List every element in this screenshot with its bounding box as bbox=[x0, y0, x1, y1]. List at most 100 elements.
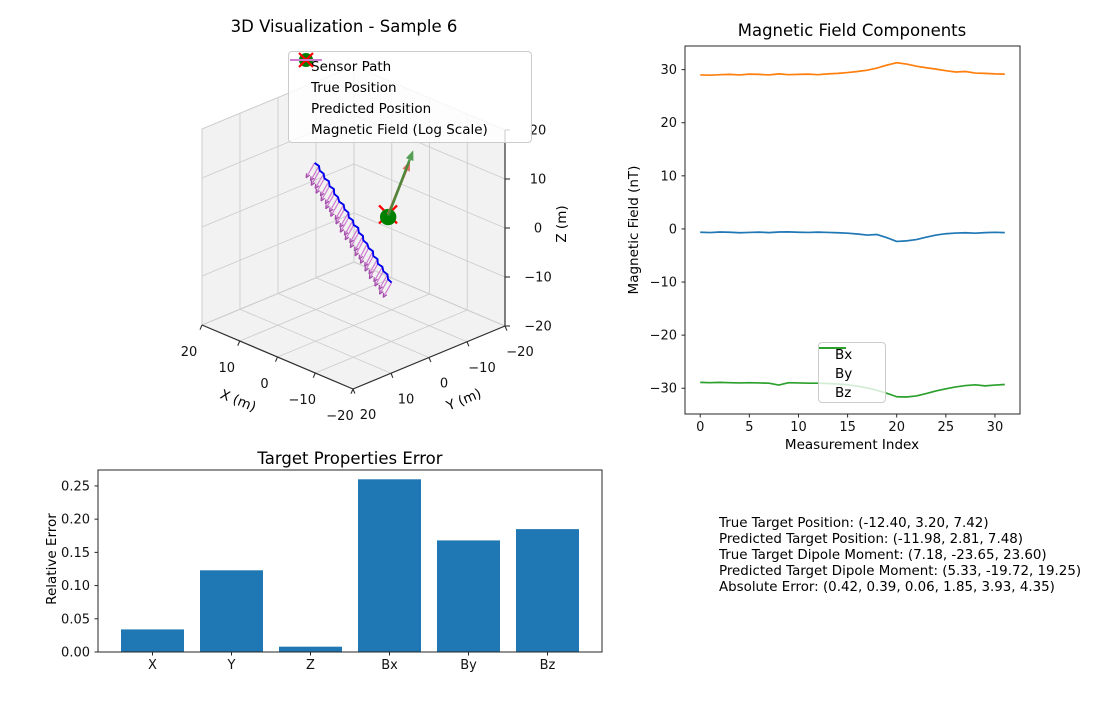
x-tick-label: 0 bbox=[260, 377, 268, 392]
y-tick-label: −10 bbox=[468, 361, 495, 376]
field-vector bbox=[310, 170, 321, 186]
by-series-line bbox=[700, 61, 1005, 77]
legend-label: Magnetic Field (Log Scale) bbox=[311, 121, 488, 138]
field-vector bbox=[344, 224, 355, 241]
field-vector bbox=[378, 274, 389, 290]
field-vector bbox=[315, 178, 325, 194]
y-tick-label: 20 bbox=[660, 116, 677, 131]
grid-line bbox=[201, 163, 355, 228]
legend-label: By bbox=[835, 365, 853, 382]
true-target-position-line: True Target Position: (-12.40, 3.20, 7.4… bbox=[719, 516, 989, 531]
grid-line bbox=[353, 163, 506, 229]
y-tick-label: 20 bbox=[360, 408, 377, 423]
field-vector bbox=[379, 278, 389, 295]
x-tick-label: 5 bbox=[745, 420, 753, 435]
x-tick-label: 15 bbox=[839, 420, 856, 435]
true-dipole-arrow bbox=[386, 150, 414, 217]
grid-line bbox=[277, 293, 430, 358]
z-tick-label: 0 bbox=[534, 222, 542, 237]
results-text-panel: True Target Position: (-12.40, 3.20, 7.4… bbox=[719, 516, 1081, 596]
y-tick bbox=[466, 341, 470, 347]
field-vector bbox=[359, 247, 370, 264]
field-components-title: Magnetic Field Components bbox=[737, 21, 967, 40]
y-tick-label: 0 bbox=[440, 377, 448, 392]
x-category-label: Z bbox=[306, 658, 315, 673]
x-category-label: Bz bbox=[540, 658, 556, 673]
3d-plot-title: 3D Visualization - Sample 6 bbox=[230, 17, 458, 36]
x-tick bbox=[199, 324, 203, 330]
x-tick-label: 10 bbox=[790, 420, 807, 435]
true-position-marker bbox=[379, 208, 397, 226]
y-tick-label: 0.05 bbox=[61, 612, 90, 627]
field-vector bbox=[324, 188, 335, 205]
y-tick-label: 10 bbox=[398, 392, 415, 407]
bar-bx bbox=[358, 479, 421, 652]
y-tick-label: 0.15 bbox=[61, 546, 90, 561]
x-tick-label: −10 bbox=[289, 393, 316, 408]
predicted-dipole-moment-line: Predicted Target Dipole Moment: (5.33, -… bbox=[719, 564, 1082, 580]
field-vector bbox=[354, 235, 364, 252]
y-tick-label: 0.10 bbox=[61, 579, 90, 594]
legend-line-swatch bbox=[819, 347, 846, 349]
field-vector bbox=[309, 165, 320, 182]
legend-label: True Position bbox=[311, 79, 397, 96]
3d-plot-legend: Sensor Path True Position Predicted Positi… bbox=[288, 51, 532, 143]
z-tick-label: 20 bbox=[530, 124, 547, 139]
x-category-label: Bx bbox=[381, 658, 398, 673]
x-tick bbox=[274, 356, 279, 362]
y-tick-label: 30 bbox=[660, 63, 677, 78]
x-category-label: By bbox=[460, 658, 477, 673]
magnetic-field-quiver bbox=[305, 162, 393, 298]
x-tick-label: 10 bbox=[218, 361, 235, 376]
y-tick bbox=[390, 373, 394, 379]
y-tick-label: 0.00 bbox=[61, 646, 90, 661]
field-vector bbox=[349, 227, 359, 244]
field-vector bbox=[364, 255, 374, 272]
3d-z-axis-label: Z (m) bbox=[554, 205, 570, 243]
legend-line-swatch bbox=[290, 59, 322, 61]
grid-line bbox=[353, 212, 506, 278]
y-tick bbox=[504, 325, 508, 331]
axes-frame bbox=[684, 45, 1021, 415]
legend-label: Bz bbox=[835, 384, 852, 401]
true-dipole-moment-line: True Target Dipole Moment: (7.18, -23.65… bbox=[719, 548, 1047, 564]
error-bars-title: Target Properties Error bbox=[257, 449, 443, 468]
bar-x bbox=[121, 629, 184, 652]
field-components-y-label: Magnetic Field (nT) bbox=[626, 165, 642, 295]
x-category-label: X bbox=[148, 658, 157, 673]
field-vector bbox=[373, 266, 383, 283]
field-vector bbox=[314, 173, 325, 189]
field-vector bbox=[339, 217, 350, 233]
bar-z bbox=[279, 646, 342, 652]
y-tick-label: 0.20 bbox=[61, 513, 90, 528]
legend-label: Bx bbox=[835, 346, 853, 363]
absolute-error-line: Absolute Error: (0.42, 0.39, 0.06, 1.85,… bbox=[719, 580, 1055, 596]
y-tick-label: −20 bbox=[650, 329, 677, 344]
z-tick-label: 10 bbox=[530, 173, 547, 188]
field-vector bbox=[343, 220, 354, 236]
error-bars-canvas: 0.00 0.05 0.10 0.15 0.20 0.25 X Y Z Bx By Bz bbox=[61, 469, 603, 673]
x-tick bbox=[350, 388, 354, 394]
field-components-legend: Bx By Bz bbox=[818, 342, 886, 403]
x-tick bbox=[312, 372, 316, 378]
field-vector bbox=[368, 258, 378, 275]
bar-by bbox=[437, 540, 500, 652]
field-vector bbox=[354, 240, 364, 257]
true-dipole-arrow-head bbox=[405, 150, 414, 162]
y-tick-label: 0 bbox=[669, 222, 677, 237]
field-vector bbox=[334, 204, 345, 220]
legend-item: Predicted Position bbox=[298, 52, 521, 119]
x-tick-label: 30 bbox=[987, 420, 1004, 435]
x-tick-label: 20 bbox=[888, 420, 905, 435]
grid-line bbox=[315, 309, 468, 374]
z-tick-label: −10 bbox=[524, 271, 551, 286]
error-bars-y-label: Relative Error bbox=[44, 513, 60, 605]
field-vector bbox=[364, 250, 374, 267]
z-tick-label: −20 bbox=[524, 320, 551, 335]
legend-item: By bbox=[819, 347, 878, 383]
grid-line bbox=[315, 277, 468, 343]
true-dipole-arrow-shaft bbox=[386, 159, 411, 217]
tick-marks bbox=[199, 129, 510, 394]
x-tick-label: −20 bbox=[326, 409, 353, 424]
y-tick bbox=[352, 388, 356, 394]
